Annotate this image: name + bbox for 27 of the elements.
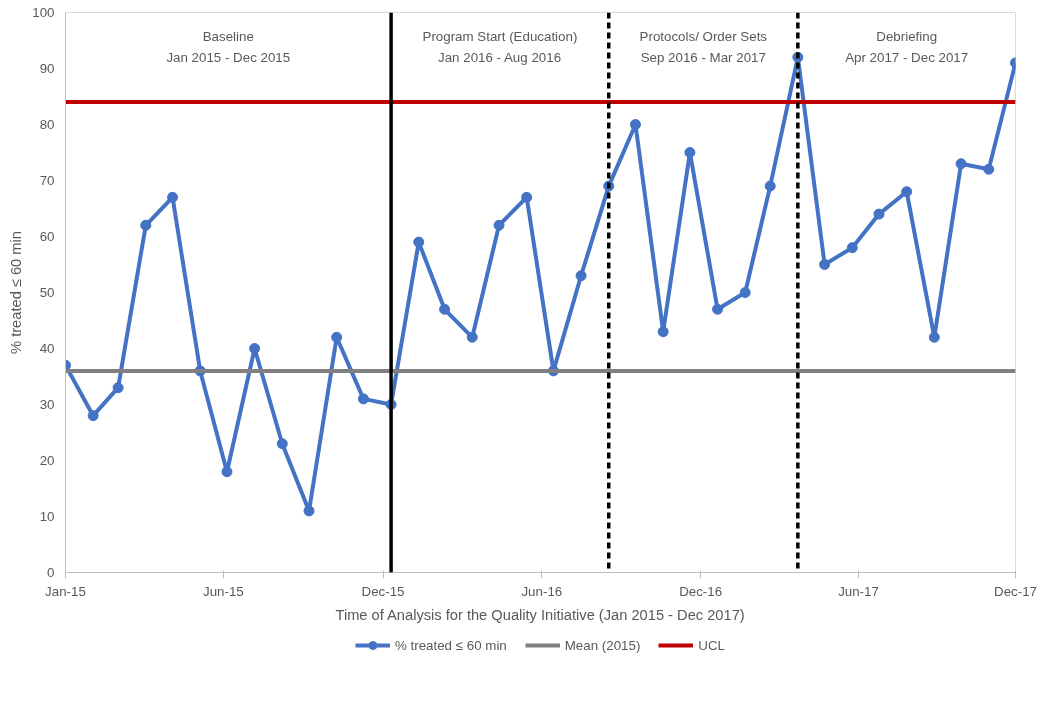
y-tick-label: 80 [39, 117, 55, 132]
y-axis-title: % treated ≤ 60 min [8, 231, 25, 354]
y-tick-label: 40 [39, 341, 55, 356]
y-tick-label: 100 [32, 5, 55, 20]
legend-label: UCL [698, 637, 726, 653]
x-tick-label: Jun-16 [521, 583, 563, 599]
annotation: Protocols/ Order Sets Sep 2016 - Mar 2017 [639, 29, 768, 65]
y-tick-label: 60 [39, 229, 55, 244]
x-tick-label: Jan-15 [45, 583, 86, 599]
legend-label: % treated ≤ 60 min [394, 637, 507, 653]
y-tick-label: 0 [47, 565, 55, 580]
y-tick-label: 30 [39, 397, 55, 412]
x-tick-label: Dec-15 [361, 583, 405, 599]
x-tick-label: Dec-16 [679, 583, 723, 599]
x-axis-title: Time of Analysis for the Quality Initiative (Jan 2015 - Dec 2017) [335, 606, 745, 623]
annotation: Baseline Jan 2015 - Dec 2015 [166, 29, 291, 65]
legend-label: Mean (2015) [564, 637, 641, 653]
x-tick-label: Dec-17 [994, 583, 1037, 599]
annotation: Debriefing Apr 2017 - Dec 2017 [845, 29, 969, 65]
y-tick-label: 70 [39, 173, 55, 188]
x-tick-label: Jun-17 [838, 583, 879, 599]
y-tick-label: 10 [39, 509, 55, 524]
y-tick-label: 90 [39, 61, 55, 76]
x-tick-label: Jun-15 [203, 583, 244, 599]
annotation: Program Start (Education) Jan 2016 - Aug 2016 [422, 29, 578, 65]
y-tick-label: 20 [39, 453, 55, 468]
y-tick-label: 50 [39, 285, 55, 300]
